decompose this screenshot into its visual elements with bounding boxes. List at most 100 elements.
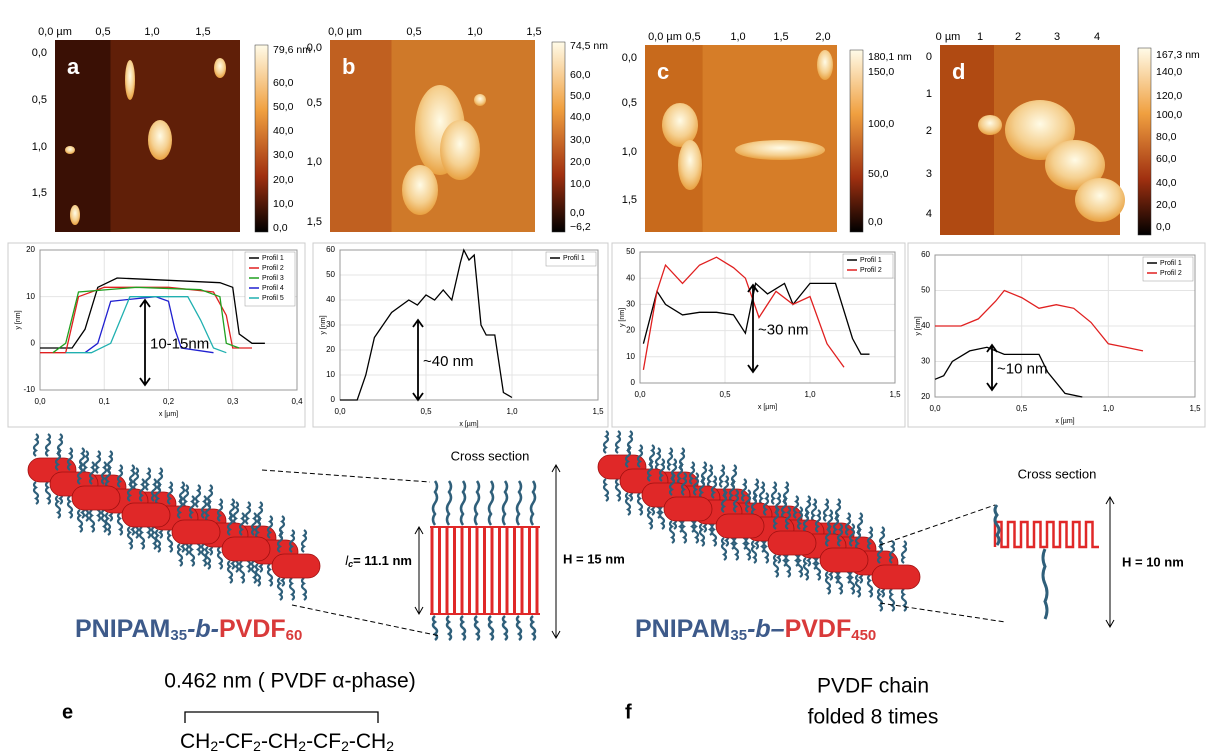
text-part: 2 [298, 738, 306, 754]
image-x-tick: 0,5 [685, 31, 700, 43]
x-axis-label: x [µm] [159, 411, 178, 418]
text-part: -CF [218, 730, 253, 753]
caption-line: PVDF chain [817, 675, 929, 698]
colorbar [551, 41, 566, 233]
pnipam-chain [784, 554, 792, 578]
pnipam-chain [676, 461, 684, 485]
pnipam-chain [459, 480, 467, 526]
pnipam-chain [854, 574, 862, 598]
pnipam-chain [54, 495, 62, 519]
pnipam-chain [459, 615, 467, 641]
pnipam-chain [824, 523, 832, 547]
pnipam-chain [822, 498, 830, 522]
pnipam-chain [646, 506, 654, 530]
pnipam-chain [848, 523, 856, 547]
panel-label: a [67, 54, 80, 79]
y-axis-label: y [nm] [15, 310, 22, 329]
pvdf-rod [663, 496, 713, 522]
pnipam-chain [232, 501, 240, 525]
image-y-tick: 1,0 [622, 146, 637, 158]
text-part: 2 [386, 738, 394, 754]
text-part: c [348, 559, 353, 569]
image-x-tick: 3 [1054, 31, 1060, 43]
pnipam-chain [866, 574, 874, 598]
colorbar-label: 80,0 [1156, 131, 1177, 143]
colorbar-label: 167,3 nm [1156, 49, 1200, 61]
pnipam-chain [501, 480, 509, 526]
legend-label: Profil 3 [262, 275, 284, 282]
pnipam-chain [82, 450, 90, 474]
panel-label: e [62, 701, 73, 723]
profile-line [642, 256, 845, 371]
image-x-tick: 0,5 [406, 26, 421, 38]
pnipam-chain [216, 498, 224, 522]
pnipam-chain [848, 571, 856, 595]
y-tick-label: -10 [23, 385, 35, 394]
afm-feature [1045, 140, 1105, 190]
cross-section-title: Cross section [1018, 466, 1097, 481]
y-axis-label: y [nm] [320, 315, 327, 334]
y-tick-label: 20 [326, 345, 335, 354]
colorbar-label: 60,0 [570, 69, 591, 81]
y-tick-label: 30 [626, 300, 635, 309]
x-tick-label: 1,5 [1189, 404, 1201, 413]
pnipam-chain [658, 506, 666, 530]
colorbar-label: 40,0 [1156, 177, 1177, 189]
text-part: PNIPAM [635, 615, 730, 643]
image-x-tick: 2,0 [815, 31, 830, 43]
pnipam-chain [487, 615, 495, 641]
pnipam-chain [254, 563, 262, 587]
y-tick-label: 20 [921, 392, 930, 401]
colorbar [254, 44, 269, 233]
afm-feature [474, 94, 486, 106]
pnipam-chain [706, 464, 714, 488]
height-annotation: 10-15nm [150, 335, 209, 352]
dimension-arrow [1105, 495, 1115, 629]
pnipam-chain [226, 560, 234, 584]
image-y-tick: 1,0 [32, 141, 47, 153]
y-tick-label: 60 [921, 250, 930, 259]
pnipam-chain [204, 498, 212, 522]
pnipam-chain [266, 515, 274, 539]
image-y-tick: 4 [926, 208, 932, 220]
pnipam-chain [100, 509, 108, 533]
pnipam-chain [1041, 548, 1049, 620]
pnipam-chain [154, 529, 162, 553]
x-axis-label: x [µm] [1055, 418, 1074, 425]
colorbar-label: 50,0 [868, 168, 889, 180]
colorbar-label: 0,0 [273, 222, 288, 234]
caption-line: folded 8 times [808, 706, 939, 729]
y-tick-label: 10 [26, 292, 35, 301]
colorbar-label: 60,0 [1156, 153, 1177, 165]
afm-feature [662, 103, 698, 147]
pvdf-rod [271, 553, 321, 579]
pnipam-chain [658, 458, 666, 482]
pnipam-chain [188, 495, 196, 519]
pnipam-chain [288, 529, 296, 553]
x-tick-label: 0,5 [1016, 404, 1028, 413]
profile-line [65, 296, 227, 354]
text-part: 2 [210, 738, 218, 754]
pnipam-chain [772, 554, 780, 578]
colorbar-label: 60,0 [273, 77, 294, 89]
pnipam-chain [529, 480, 537, 526]
pnipam-chain [473, 615, 481, 641]
height-label: H = 15 nm [563, 551, 625, 566]
pnipam-chain [900, 540, 908, 564]
pnipam-chain [431, 480, 439, 526]
image-y-tick: 1 [926, 88, 932, 100]
pnipam-chain [176, 495, 184, 519]
colorbar-label: 74,5 nm [570, 40, 608, 52]
pnipam-chain [100, 461, 108, 485]
pnipam-chain [88, 461, 96, 485]
y-tick-label: 40 [326, 295, 335, 304]
image-x-tick: 0 µm [936, 31, 961, 43]
pnipam-chain [250, 560, 258, 584]
height-annotation: ~30 nm [758, 321, 808, 338]
text-part: -b- [187, 615, 219, 643]
dimension-arrow [551, 463, 561, 640]
legend-label: Profil 5 [262, 295, 284, 302]
pnipam-chain [810, 498, 818, 522]
legend-label: Profil 2 [1160, 270, 1182, 277]
y-tick-label: 20 [626, 326, 635, 335]
